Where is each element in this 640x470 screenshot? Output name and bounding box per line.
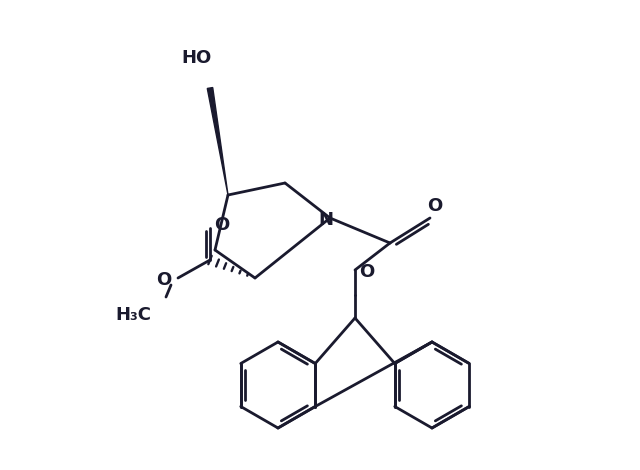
Text: O: O	[214, 216, 230, 234]
Text: O: O	[428, 197, 443, 215]
Text: O: O	[360, 263, 374, 281]
Text: O: O	[156, 271, 172, 289]
Polygon shape	[207, 87, 228, 195]
Text: HO: HO	[181, 49, 211, 67]
Text: N: N	[319, 211, 333, 229]
Text: H₃C: H₃C	[115, 306, 151, 324]
